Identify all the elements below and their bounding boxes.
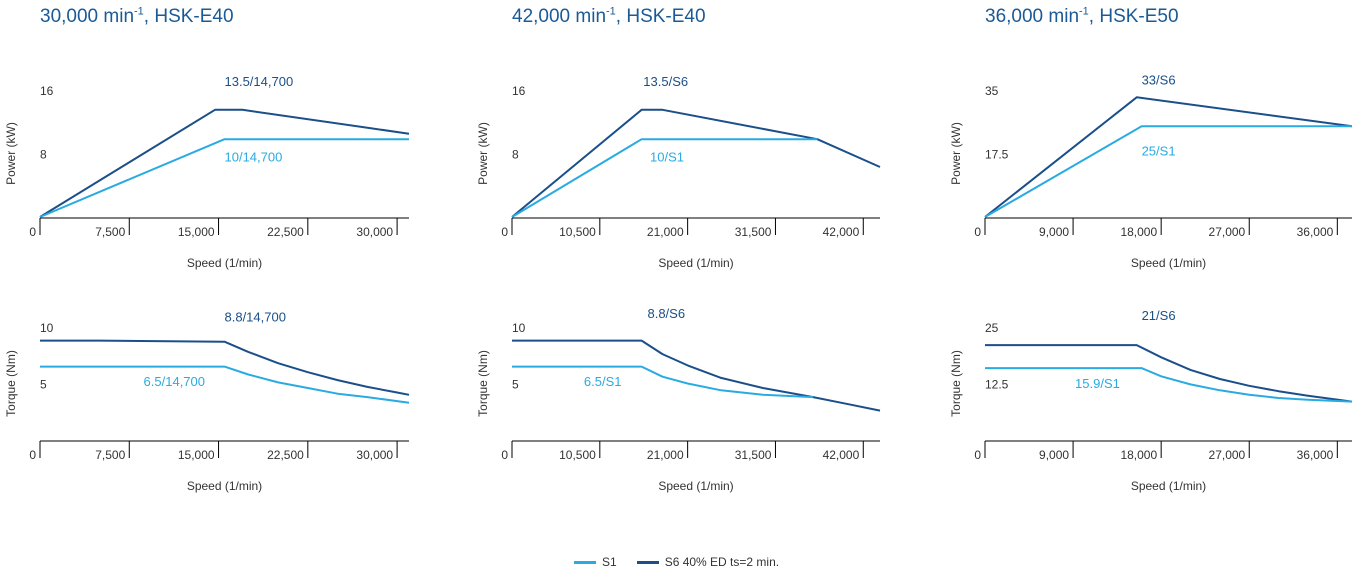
legend-item-s6: S6 40% ED ts=2 min.: [636, 555, 780, 569]
chart-6-annotation-s1: 15.9/S1: [1075, 376, 1120, 391]
chart-4-x-tick-label: 10,500: [559, 448, 596, 462]
chart-6-x-axis-label: Speed (1/min): [1131, 479, 1206, 493]
chart-3-annotation-s6: 13.5/S6: [643, 74, 688, 89]
chart-2-y-tick-label: 10: [40, 321, 54, 335]
legend-label-s1: S1: [602, 555, 617, 569]
legend-swatch-s1: [574, 560, 596, 564]
chart-4-x-tick-label: 0: [501, 448, 508, 462]
chart-2-y-axis-label: Torque (Nm): [4, 350, 18, 417]
chart-1-x-axis-label: Speed (1/min): [187, 256, 262, 270]
chart-5-x-tick-label: 27,000: [1209, 225, 1246, 239]
chart-1-annotation-s1: 10/14,700: [225, 149, 283, 164]
chart-1-annotation-s6: 13.5/14,700: [225, 74, 294, 89]
chart-4-x-axis-label: Speed (1/min): [658, 479, 733, 493]
chart-4-x-tick-label: 42,000: [823, 448, 860, 462]
chart-5-x-tick-label: 9,000: [1039, 225, 1069, 239]
chart-6-y-tick-label: 25: [985, 321, 999, 335]
chart-1-y-tick-label: 16: [40, 84, 54, 98]
chart-3-series-s1: [511, 138, 818, 218]
chart-6-x-tick-label: 9,000: [1039, 448, 1069, 462]
chart-3-y-tick-label: 16: [512, 84, 526, 98]
chart-3-x-tick-label: 10,500: [559, 225, 596, 239]
chart-5-y-axis-label: Power (kW): [949, 122, 963, 185]
chart-2-series-s6: [40, 339, 410, 396]
chart-4-annotation-s6: 8.8/S6: [647, 306, 685, 321]
chart-1-series-s6: [39, 108, 410, 218]
chart-6-x-tick-label: 0: [974, 448, 981, 462]
chart-2-y-tick-label: 5: [40, 378, 47, 392]
chart-1-series-s1: [39, 138, 409, 218]
chart-6-x-tick-label: 36,000: [1297, 448, 1334, 462]
chart-4-y-tick-label: 5: [512, 378, 519, 392]
chart-6-x-tick-label: 18,000: [1120, 448, 1157, 462]
chart-5-x-tick-label: 18,000: [1120, 225, 1157, 239]
chart-4-x-tick-label: 31,500: [735, 448, 772, 462]
chart-5-y-tick-label: 17.5: [985, 148, 1009, 162]
chart-5-series-s6: [984, 96, 1353, 218]
chart-4-annotation-s1: 6.5/S1: [584, 374, 622, 389]
chart-1-x-tick-label: 22,500: [267, 225, 304, 239]
chart-2-x-tick-label: 22,500: [267, 448, 304, 462]
chart-3-x-tick-label: 42,000: [823, 225, 860, 239]
chart-3-x-tick-label: 21,000: [647, 225, 684, 239]
chart-3-series-s6: [511, 108, 881, 218]
legend: S1 S6 40% ED ts=2 min.: [574, 555, 799, 569]
chart-3-annotation-s1: 10/S1: [650, 149, 684, 164]
chart-6-x-tick-label: 27,000: [1209, 448, 1246, 462]
chart-5-series-s1: [984, 125, 1352, 218]
chart-3-y-tick-label: 8: [512, 148, 519, 162]
chart-5-annotation-s6: 33/S6: [1142, 73, 1176, 88]
legend-item-s1: S1: [574, 555, 617, 569]
chart-title-2: 42,000 min-1, HSK-E40: [512, 5, 706, 27]
chart-1-x-tick-label: 0: [29, 225, 36, 239]
chart-1-y-axis-label: Power (kW): [4, 122, 18, 185]
chart-1-y-tick-label: 8: [40, 148, 47, 162]
chart-5-x-tick-label: 36,000: [1297, 225, 1334, 239]
chart-2-x-tick-label: 0: [29, 448, 36, 462]
chart-5-x-axis-label: Speed (1/min): [1131, 256, 1206, 270]
chart-1-x-tick-label: 30,000: [356, 225, 393, 239]
chart-2-series-s1: [40, 365, 410, 404]
chart-6-annotation-s6: 21/S6: [1142, 308, 1176, 323]
chart-6-series-s6: [985, 344, 1353, 403]
chart-5-annotation-s1: 25/S1: [1142, 143, 1176, 158]
chart-3-x-tick-label: 0: [501, 225, 508, 239]
chart-1-x-tick-label: 15,000: [178, 225, 215, 239]
chart-2-x-tick-label: 7,500: [95, 448, 125, 462]
chart-2-x-axis-label: Speed (1/min): [187, 479, 262, 493]
chart-4-x-tick-label: 21,000: [647, 448, 684, 462]
chart-3-y-axis-label: Power (kW): [476, 122, 490, 185]
chart-5-x-tick-label: 0: [974, 225, 981, 239]
chart-4-y-tick-label: 10: [512, 321, 526, 335]
chart-5-y-tick-label: 35: [985, 84, 999, 98]
chart-3-x-axis-label: Speed (1/min): [658, 256, 733, 270]
chart-title-3: 36,000 min-1, HSK-E50: [985, 5, 1179, 27]
chart-2-x-tick-label: 15,000: [178, 448, 215, 462]
chart-4-y-axis-label: Torque (Nm): [476, 350, 490, 417]
chart-6-series-s1: [985, 367, 1353, 403]
chart-4-series-s6: [512, 339, 881, 412]
chart-6-y-tick-label: 12.5: [985, 378, 1009, 392]
chart-2-annotation-s1: 6.5/14,700: [144, 374, 205, 389]
chart-4-series-s1: [512, 365, 814, 399]
legend-swatch-s6: [636, 560, 659, 564]
chart-2-annotation-s6: 8.8/14,700: [225, 309, 286, 324]
chart-1-x-tick-label: 7,500: [95, 225, 125, 239]
chart-3-x-tick-label: 31,500: [735, 225, 772, 239]
chart-title-1: 30,000 min-1, HSK-E40: [40, 5, 234, 27]
chart-6-y-axis-label: Torque (Nm): [949, 350, 963, 417]
chart-2-x-tick-label: 30,000: [356, 448, 393, 462]
legend-label-s6: S6 40% ED ts=2 min.: [664, 555, 780, 569]
